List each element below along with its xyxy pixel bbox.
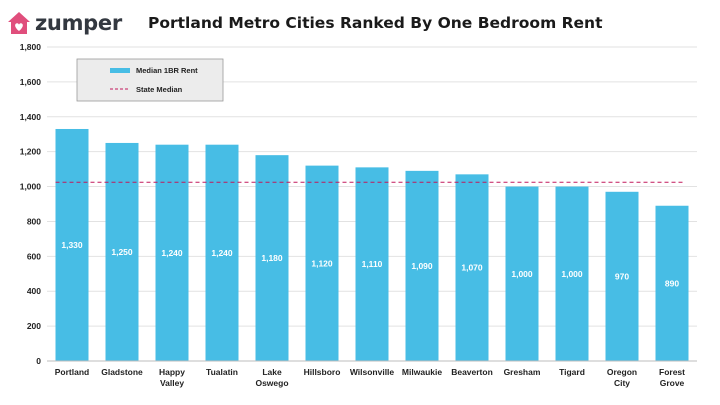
- bar: [405, 170, 439, 361]
- bar: [255, 155, 289, 361]
- y-tick-label: 200: [27, 321, 41, 331]
- x-tick-label: Wilsonville: [350, 367, 395, 377]
- brand-logo: zumper: [6, 8, 122, 38]
- x-tick-label: Oregon City: [607, 367, 637, 388]
- x-tick-label: Lake Oswego: [255, 367, 288, 388]
- brand-name: zumper: [35, 11, 122, 35]
- x-tick-label: Happy Valley: [159, 367, 185, 388]
- bar: [55, 128, 89, 361]
- y-tick-label: 1,400: [20, 112, 42, 122]
- x-tick-label: Tualatin: [206, 367, 238, 377]
- data-label: 1,000: [561, 269, 583, 279]
- bar: [155, 144, 189, 361]
- data-label: 1,120: [311, 258, 333, 268]
- legend-box: [76, 58, 224, 102]
- bar: [555, 186, 589, 361]
- x-tick-label: Gresham: [504, 367, 541, 377]
- data-label: 1,090: [411, 261, 433, 271]
- y-tick-label: 1,800: [20, 42, 42, 52]
- x-tick-label: Forest Grove: [659, 367, 685, 388]
- bar: [205, 144, 239, 361]
- y-tick-label: 800: [27, 216, 41, 226]
- bar: [655, 205, 689, 361]
- chart-title: Portland Metro Cities Ranked By One Bedr…: [148, 14, 603, 32]
- y-tick-label: 1,600: [20, 77, 42, 87]
- y-tick-label: 1,000: [20, 182, 42, 192]
- bar: [505, 186, 539, 361]
- bar: [605, 191, 639, 361]
- y-tick-label: 400: [27, 286, 41, 296]
- x-tick-label: Hillsboro: [304, 367, 341, 377]
- x-tick-label: Milwaukie: [402, 367, 442, 377]
- data-label: 1,070: [461, 263, 483, 273]
- data-label: 1,240: [211, 248, 233, 258]
- data-label: 1,330: [61, 240, 83, 250]
- y-tick-label: 1,200: [20, 147, 42, 157]
- bar: [455, 174, 489, 361]
- bar: [105, 142, 139, 361]
- house-heart-icon: [8, 12, 30, 34]
- data-label: 1,240: [161, 248, 183, 258]
- data-label: 1,000: [511, 269, 533, 279]
- data-label: 890: [665, 278, 679, 288]
- legend-label-median: State Median: [136, 85, 183, 94]
- legend-bar-swatch: [110, 68, 130, 73]
- data-label: 970: [615, 271, 629, 281]
- y-tick-label: 0: [36, 356, 41, 366]
- x-tick-label: Portland: [55, 367, 89, 377]
- legend-label-rent: Median 1BR Rent: [136, 66, 198, 75]
- data-label: 1,250: [111, 247, 133, 257]
- bar: [355, 167, 389, 361]
- data-label: 1,180: [261, 253, 283, 263]
- bar: [305, 165, 339, 361]
- data-label: 1,110: [362, 259, 383, 269]
- x-tick-label: Tigard: [559, 367, 585, 377]
- x-tick-label: Beaverton: [451, 367, 493, 377]
- y-tick-label: 600: [27, 251, 41, 261]
- x-tick-label: Gladstone: [101, 367, 143, 377]
